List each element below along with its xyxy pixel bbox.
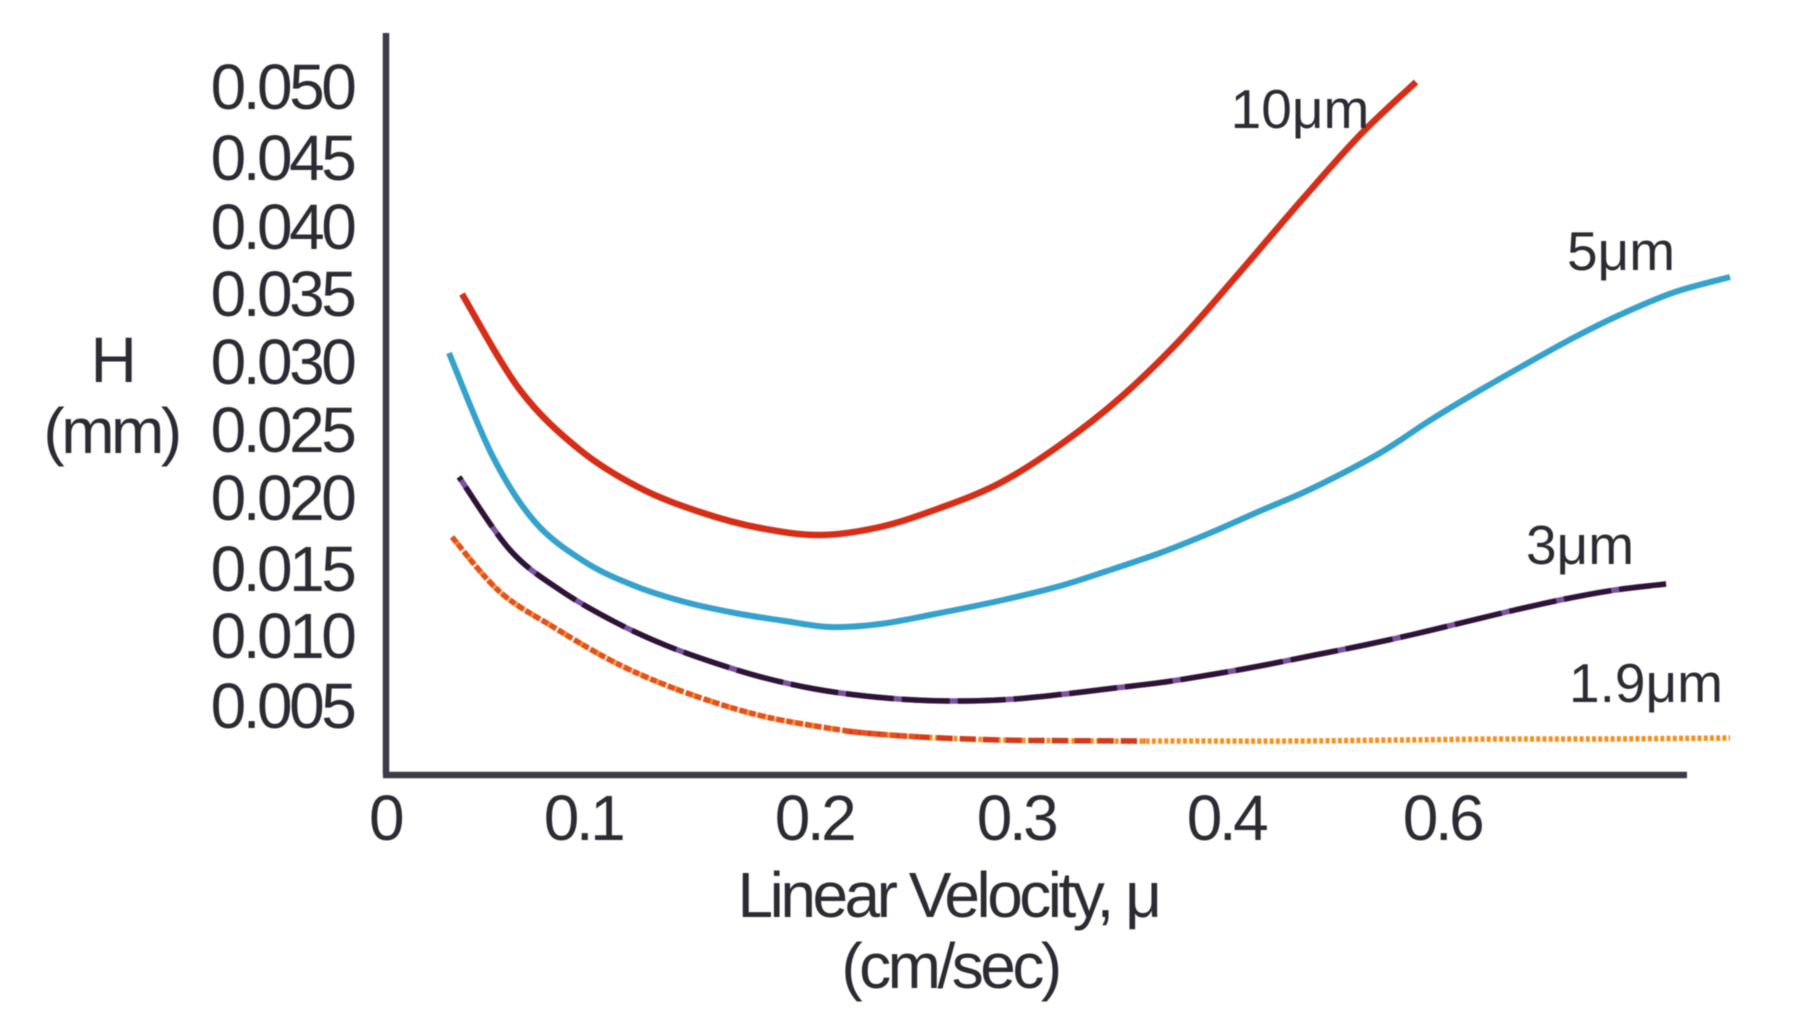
svg-text:0.6: 0.6 bbox=[1403, 782, 1482, 854]
svg-text:0.015: 0.015 bbox=[211, 533, 355, 605]
svg-text:0.050: 0.050 bbox=[211, 51, 356, 123]
svg-text:H: H bbox=[91, 324, 134, 396]
svg-text:0.020: 0.020 bbox=[211, 462, 356, 534]
svg-text:0.4: 0.4 bbox=[1187, 782, 1267, 854]
svg-text:0.005: 0.005 bbox=[211, 670, 355, 742]
svg-text:Linear Velocity, μ: Linear Velocity, μ bbox=[738, 859, 1159, 931]
svg-text:0.040: 0.040 bbox=[211, 191, 356, 263]
svg-text:0.010: 0.010 bbox=[211, 600, 356, 672]
svg-text:1.9μm: 1.9μm bbox=[1569, 652, 1723, 714]
svg-text:0.1: 0.1 bbox=[544, 782, 623, 854]
svg-text:10μm: 10μm bbox=[1231, 78, 1370, 140]
svg-text:0.030: 0.030 bbox=[211, 326, 356, 398]
svg-text:0.025: 0.025 bbox=[211, 394, 355, 466]
svg-text:0: 0 bbox=[369, 782, 403, 854]
svg-text:(cm/sec): (cm/sec) bbox=[841, 930, 1059, 1002]
svg-text:(mm): (mm) bbox=[43, 395, 178, 467]
svg-text:0.045: 0.045 bbox=[211, 122, 355, 194]
svg-text:0.035: 0.035 bbox=[211, 258, 355, 330]
svg-text:5μm: 5μm bbox=[1567, 220, 1675, 282]
svg-text:0.2: 0.2 bbox=[775, 782, 854, 854]
svg-text:0.3: 0.3 bbox=[977, 782, 1056, 854]
svg-text:3μm: 3μm bbox=[1526, 514, 1634, 576]
